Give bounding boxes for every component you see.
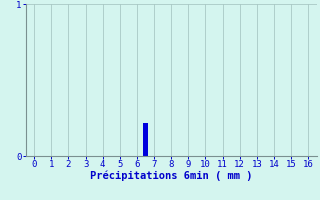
X-axis label: Précipitations 6min ( mm ): Précipitations 6min ( mm )	[90, 171, 252, 181]
Bar	[143, 123, 148, 156]
